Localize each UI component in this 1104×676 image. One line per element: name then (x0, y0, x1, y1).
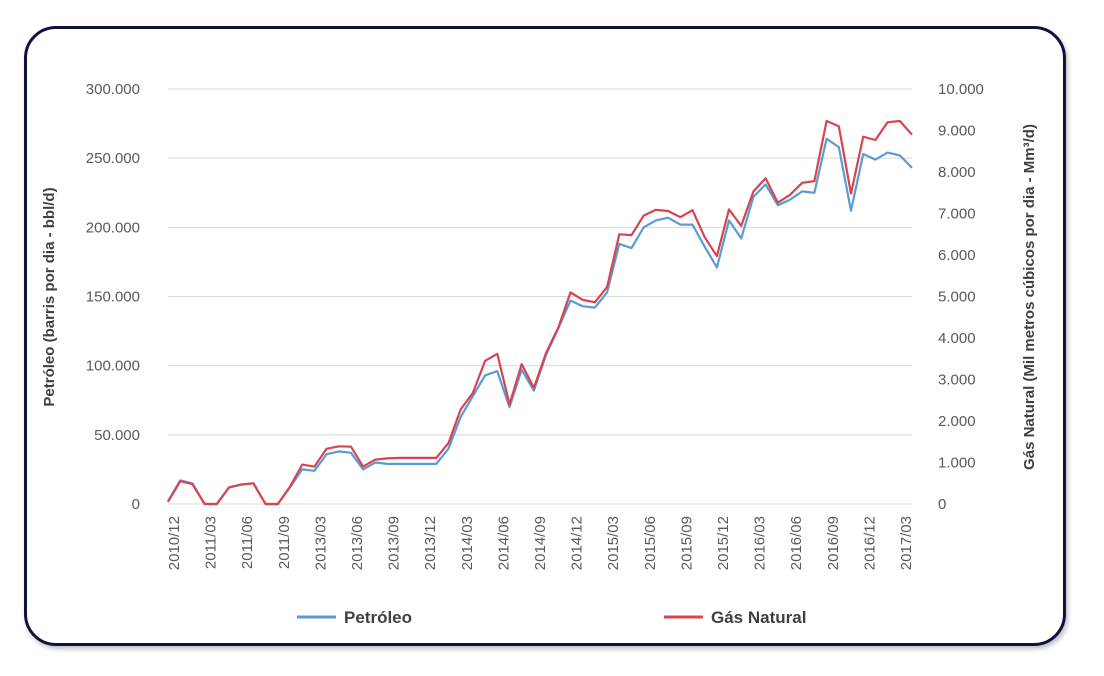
x-tick-label: 2013/12 (422, 516, 439, 570)
gridlines (168, 88, 912, 505)
left-axis-title: Petróleo (barris por dia - bbl/d) (41, 187, 58, 406)
x-tick-label: 2014/12 (569, 516, 586, 570)
x-tick-label: 2013/03 (312, 516, 329, 570)
x-axis-ticks: 2010/12 2011/03 2011/06 2011/09 2013/03 2013/… (166, 516, 915, 570)
x-tick-label: 2011/06 (239, 516, 256, 569)
right-tick-label: 9.000 (938, 123, 976, 140)
x-tick-label: 2015/03 (605, 516, 622, 570)
right-tick-label: 5.000 (938, 289, 976, 306)
right-tick-label: 4.000 (938, 330, 976, 347)
right-axis-title: Gás Natural (Mil metros cúbicos por dia … (1021, 124, 1038, 470)
chart-frame (24, 26, 1066, 646)
x-tick-label: 2011/03 (203, 516, 220, 569)
x-tick-label: 2015/06 (642, 516, 659, 570)
x-tick-label: 2013/06 (349, 516, 366, 570)
legend-label-gas-natural: Gás Natural (711, 608, 806, 627)
right-tick-label: 10.000 (938, 81, 984, 98)
x-tick-label: 2014/03 (459, 516, 476, 570)
series-line-gas-natural (167, 119, 913, 506)
series-lines (167, 119, 913, 506)
x-tick-label: 2014/09 (532, 516, 549, 570)
left-tick-label: 300.000 (86, 81, 140, 98)
right-tick-label: 2.000 (938, 413, 976, 430)
x-tick-label: 2016/12 (861, 516, 878, 570)
left-tick-label: 200.000 (86, 219, 140, 236)
right-axis-ticks: 0 1.000 2.000 3.000 4.000 5.000 6.000 7.000 8.00… (938, 81, 984, 513)
left-tick-label: 100.000 (86, 358, 140, 375)
right-tick-label: 3.000 (938, 372, 976, 389)
x-tick-label: 2013/09 (386, 516, 403, 570)
right-tick-label: 7.000 (938, 206, 976, 223)
legend-label-petroleo: Petróleo (344, 608, 412, 627)
x-tick-label: 2016/09 (825, 516, 842, 570)
left-tick-label: 150.000 (86, 289, 140, 306)
right-tick-label: 6.000 (938, 247, 976, 264)
x-tick-label: 2014/06 (495, 516, 512, 570)
series-line-petroleo (167, 137, 913, 506)
x-tick-label: 2016/03 (752, 516, 769, 570)
right-tick-label: 0 (938, 496, 946, 513)
left-tick-label: 0 (132, 496, 140, 513)
left-axis-ticks: 0 50.000 100.000 150.000 200.000 250.000 300.0… (86, 81, 140, 513)
x-tick-label: 2016/06 (788, 516, 805, 570)
x-tick-label: 2017/03 (898, 516, 915, 570)
left-tick-label: 250.000 (86, 150, 140, 167)
right-tick-label: 8.000 (938, 164, 976, 181)
right-tick-label: 1.000 (938, 455, 976, 472)
x-tick-label: 2011/09 (276, 516, 293, 569)
x-tick-label: 2010/12 (166, 516, 183, 570)
left-tick-label: 50.000 (94, 427, 140, 444)
x-tick-label: 2015/12 (715, 516, 732, 570)
x-tick-label: 2015/09 (678, 516, 695, 570)
